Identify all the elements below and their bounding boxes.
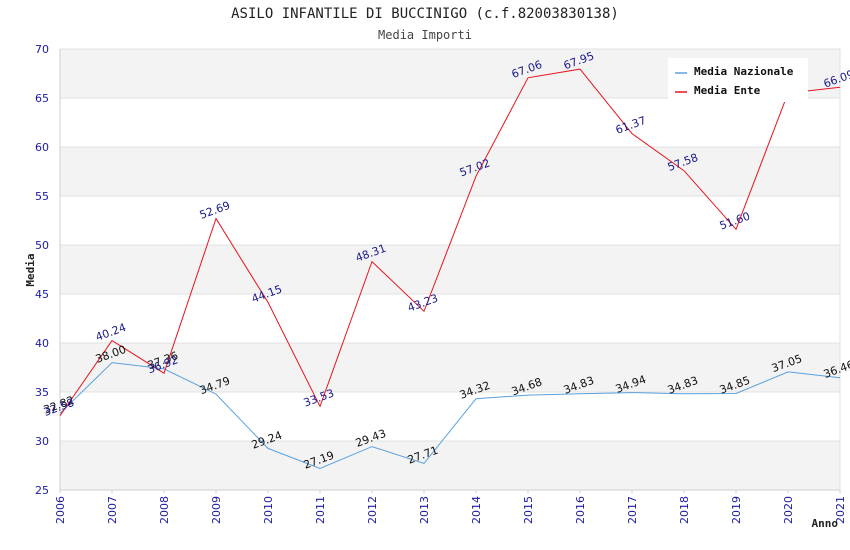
x-tick-label: 2010: [262, 496, 275, 524]
y-tick-label: 30: [35, 435, 49, 448]
grid-band: [60, 343, 840, 392]
x-tick-label: 2008: [158, 496, 171, 524]
y-tick-label: 70: [35, 43, 49, 56]
y-tick-label: 40: [35, 337, 49, 350]
y-tick-label: 60: [35, 141, 49, 154]
x-tick-label: 2021: [834, 496, 847, 524]
x-tick-label: 2014: [470, 496, 483, 524]
x-tick-label: 2007: [106, 496, 119, 524]
grid-band: [60, 245, 840, 294]
x-tick-label: 2016: [574, 496, 587, 524]
legend-label-media-ente: Media Ente: [694, 84, 761, 97]
x-tick-label: 2013: [418, 496, 431, 524]
series-line-media-ente: [59, 68, 841, 416]
chart-subtitle: Media Importi: [378, 28, 472, 42]
grid-band: [60, 441, 840, 490]
legend-label-media-nazionale: Media Nazionale: [694, 65, 794, 78]
series-line-media-nazionale: [59, 362, 841, 470]
x-tick-labels: 2006 2007 2008 2009 2010 2011 2012 2013 2014 2015…: [54, 496, 847, 524]
x-tick-label: 2012: [366, 496, 379, 524]
grid-band: [60, 147, 840, 196]
y-tick-label: 65: [35, 92, 49, 105]
y-tick-label: 50: [35, 239, 49, 252]
y-tick-label: 25: [35, 484, 49, 497]
x-axis-title: Anno: [812, 517, 839, 530]
x-tick-label: 2015: [522, 496, 535, 524]
grid-band: [60, 196, 840, 245]
x-tick-label: 2011: [314, 496, 327, 524]
grid-band: [60, 294, 840, 343]
axes: [59, 49, 841, 493]
legend: Media Nazionale Media Ente: [668, 58, 808, 102]
x-tick-label: 2019: [730, 496, 743, 524]
grid-band: [60, 392, 840, 441]
x-tick-label: 2009: [210, 496, 223, 524]
grid-bands: [60, 49, 840, 490]
series-lines: [59, 68, 841, 470]
x-tick-label: 2018: [678, 496, 691, 524]
legend-box: [668, 58, 808, 102]
y-tick-label: 45: [35, 288, 49, 301]
chart-title: ASILO INFANTILE DI BUCCINIGO (c.f.820038…: [231, 6, 619, 22]
y-tick-label: 35: [35, 386, 49, 399]
y-tick-label: 55: [35, 190, 49, 203]
grid-band: [60, 98, 840, 147]
y-axis-title: Media: [24, 253, 37, 286]
y-tick-labels: 25 30 35 40 45 50 55 60 65 70: [35, 43, 49, 497]
x-tick-label: 2017: [626, 496, 639, 524]
x-tick-label: 2006: [54, 496, 67, 524]
x-tick-label: 2020: [782, 496, 795, 524]
